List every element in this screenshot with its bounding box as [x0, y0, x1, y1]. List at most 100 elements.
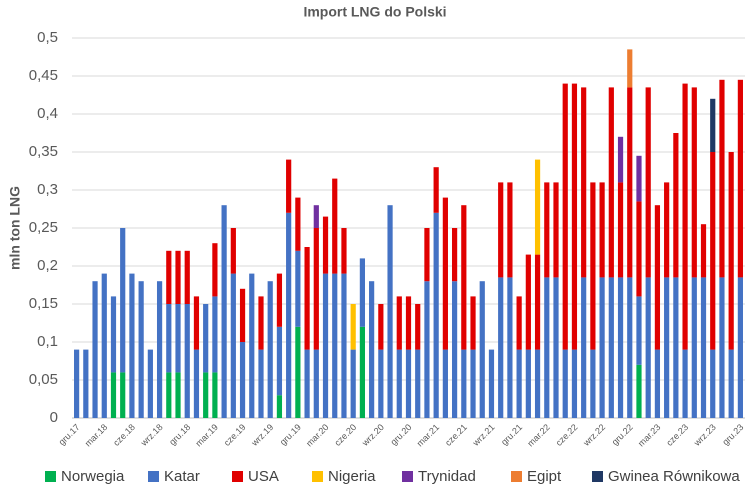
y-tick-label: 0: [50, 409, 58, 426]
x-tick-label: wrz.19: [249, 422, 276, 449]
bar-segment: [617, 182, 624, 278]
x-tick-label: wrz.22: [581, 422, 608, 449]
chart-title: Import LNG do Polski: [303, 4, 446, 20]
x-tick-label: gru.21: [499, 422, 524, 447]
bar-segment: [138, 281, 144, 418]
y-tick-label: 0,15: [29, 295, 58, 312]
legend-swatch: [402, 471, 413, 482]
bar-segment: [212, 243, 218, 297]
bar-segment: [664, 277, 670, 418]
bar-segment: [433, 212, 439, 418]
bar-segment: [571, 349, 578, 418]
x-tick-label: gru.17: [57, 422, 82, 447]
legend-label: USA: [248, 468, 279, 485]
bar-segment: [599, 182, 605, 278]
bar-segment: [507, 182, 513, 278]
bar-segment: [101, 273, 107, 418]
bar-segment: [498, 182, 504, 278]
bar-segment: [442, 349, 448, 418]
legend-swatch: [592, 471, 603, 482]
bar-segment: [120, 228, 126, 373]
bar-segment: [350, 349, 356, 418]
bar-segment: [664, 182, 670, 278]
bar-segment: [544, 182, 550, 278]
bar-segment: [83, 349, 89, 418]
bar-segment: [184, 250, 190, 304]
legend-swatch: [511, 471, 522, 482]
bar-segment: [203, 304, 209, 373]
bar-segment: [451, 228, 458, 282]
x-tick-label: mar.21: [415, 422, 442, 449]
bar-segment: [424, 228, 430, 282]
bar-segment: [295, 326, 301, 418]
bar-segment: [627, 49, 633, 88]
bar-segment: [645, 87, 651, 278]
bar-segment: [120, 372, 126, 418]
bar-segment: [110, 372, 117, 418]
y-tick-label: 0,05: [29, 371, 58, 388]
legend-swatch: [232, 471, 243, 482]
x-tick-label: gru.19: [278, 422, 303, 447]
x-tick-label: cze.18: [111, 422, 137, 448]
bar-segment: [691, 277, 697, 418]
bar-segment: [313, 205, 319, 228]
legend-swatch: [45, 471, 56, 482]
bar-segment: [682, 83, 688, 350]
bar-segment: [737, 79, 743, 278]
bar-segment: [516, 296, 522, 350]
bar-segment: [332, 178, 338, 274]
bar-segment: [442, 197, 448, 350]
bar-segment: [230, 273, 236, 418]
legend-label: Trynidad: [418, 468, 476, 485]
bar-segment: [636, 201, 642, 297]
bar-segment: [636, 364, 642, 418]
bar-segment: [341, 273, 347, 418]
bar-segment: [525, 349, 531, 418]
bar-segment: [74, 349, 80, 418]
bar-segment: [654, 349, 661, 418]
bar-segment: [267, 281, 273, 418]
bar-segment: [396, 296, 402, 350]
bar-segment: [645, 277, 651, 418]
bar-segment: [322, 273, 329, 418]
x-tick-label: cze.20: [332, 422, 358, 448]
y-tick-label: 0,4: [37, 105, 58, 122]
bar-segment: [166, 372, 172, 418]
bar-segment: [184, 304, 190, 418]
x-tick-label: cze.19: [222, 422, 248, 448]
y-tick-label: 0,5: [37, 29, 58, 46]
legend-swatch: [312, 471, 323, 482]
bar-segment: [534, 159, 541, 255]
legend-label: Gwinea Równikowa: [608, 468, 740, 485]
legend-swatch: [148, 471, 159, 482]
bar-segment: [175, 250, 181, 304]
bar-segment: [451, 281, 458, 418]
x-tick-label: gru.22: [610, 422, 635, 447]
bar-segment: [627, 277, 633, 418]
bar-segment: [424, 281, 430, 418]
bar-segment: [378, 304, 384, 350]
bar-segment: [350, 304, 356, 350]
x-tick-label: mar.20: [304, 422, 331, 449]
bar-segment: [488, 349, 495, 418]
bar-segment: [590, 349, 596, 418]
bar-segment: [341, 228, 347, 274]
x-tick-label: wrz.20: [359, 422, 386, 449]
bar-segment: [405, 296, 412, 350]
bar-segment: [433, 167, 439, 213]
bar-segment: [249, 273, 255, 418]
x-tick-label: gru.23: [720, 422, 745, 447]
bar-segment: [525, 254, 531, 350]
y-tick-label: 0,2: [37, 257, 58, 274]
bar-segment: [258, 296, 264, 350]
bar-segment: [276, 326, 283, 396]
bar-segment: [359, 258, 366, 327]
bar-segment: [415, 349, 421, 418]
bar-segment: [212, 296, 218, 373]
bar-segment: [415, 304, 421, 350]
bar-segment: [461, 205, 467, 350]
bar-segment: [590, 182, 596, 350]
bar-segment: [304, 247, 310, 350]
bar-segment: [470, 296, 476, 350]
x-tick-label: wrz.18: [138, 422, 165, 449]
